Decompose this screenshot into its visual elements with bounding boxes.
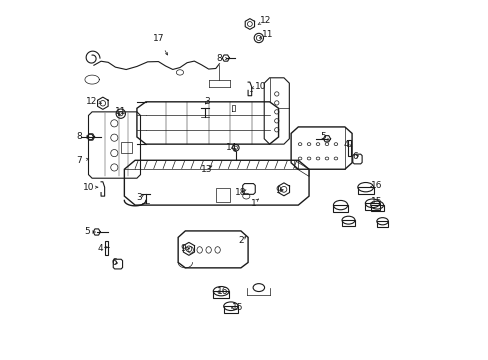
Text: 15: 15 xyxy=(371,197,382,206)
Text: 8: 8 xyxy=(77,132,82,141)
Text: 14: 14 xyxy=(226,143,237,152)
Text: 11: 11 xyxy=(115,107,126,116)
Text: 6: 6 xyxy=(352,152,358,161)
Text: 11: 11 xyxy=(262,30,273,39)
Bar xyxy=(215,188,230,202)
Text: 10: 10 xyxy=(82,183,94,192)
Text: 2: 2 xyxy=(238,237,243,246)
Text: 17: 17 xyxy=(152,34,164,43)
Text: 13: 13 xyxy=(201,165,212,174)
Text: 1: 1 xyxy=(250,199,256,208)
Text: 3: 3 xyxy=(136,193,142,202)
Text: 16: 16 xyxy=(217,287,228,296)
Text: 5: 5 xyxy=(83,228,89,237)
Text: 10: 10 xyxy=(254,82,266,91)
Text: 15: 15 xyxy=(231,303,243,312)
Text: 18: 18 xyxy=(235,188,246,197)
Text: 16: 16 xyxy=(371,181,382,190)
Text: 9: 9 xyxy=(275,186,281,195)
Text: 4: 4 xyxy=(97,244,103,253)
Text: 5: 5 xyxy=(320,132,325,141)
Text: 12: 12 xyxy=(260,16,271,25)
Text: 12: 12 xyxy=(86,96,98,105)
Text: 6: 6 xyxy=(111,258,117,267)
Text: 4: 4 xyxy=(343,140,349,149)
Text: 8: 8 xyxy=(216,54,222,63)
Text: 7: 7 xyxy=(77,156,82,165)
Text: 9: 9 xyxy=(180,244,186,253)
Text: 3: 3 xyxy=(203,96,209,105)
